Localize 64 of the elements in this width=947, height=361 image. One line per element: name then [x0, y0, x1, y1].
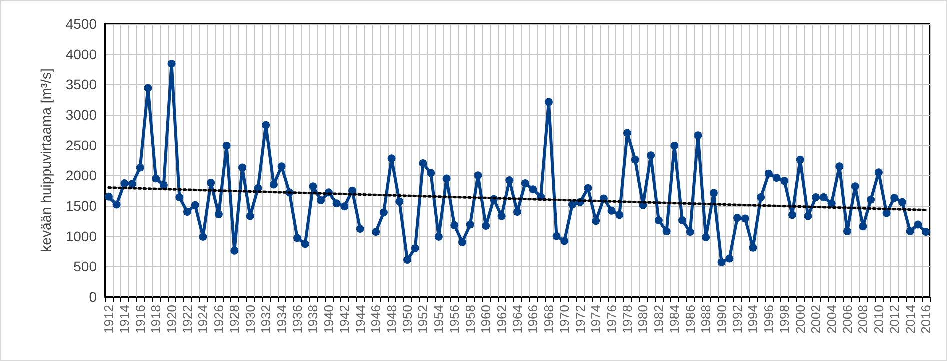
x-tick-label: 2000 — [792, 305, 808, 334]
x-tick-label: 1938 — [306, 305, 321, 334]
x-tick-label: 1972 — [572, 305, 588, 334]
x-tick-label: 1974 — [588, 305, 604, 334]
y-tick-label: 3500 — [66, 76, 98, 93]
x-tick-label: 1982 — [651, 305, 666, 334]
x-tick-label: 1958 — [462, 305, 478, 334]
x-tick-label: 1992 — [730, 305, 745, 334]
x-tick-label: 1946 — [368, 305, 384, 334]
x-tick-label: 1932 — [258, 305, 274, 334]
x-tick-label: 1960 — [478, 305, 494, 334]
x-tick-label: 1998 — [777, 305, 792, 334]
x-tick-label: 2014 — [902, 305, 918, 334]
x-tick-label: 2012 — [887, 305, 902, 334]
x-tick-label: 1976 — [604, 305, 620, 334]
x-tick-label: 1978 — [620, 305, 635, 334]
y-tick-label: 4000 — [66, 46, 98, 62]
x-tick-label: 1934 — [274, 305, 290, 334]
x-tick-label: 1914 — [117, 305, 132, 334]
x-tick-label: 1966 — [526, 305, 541, 334]
x-tick-label: 1936 — [290, 305, 305, 334]
x-tick-label: 1996 — [761, 305, 776, 334]
x-tick-label: 1980 — [636, 305, 651, 334]
x-tick-label: 1962 — [494, 305, 510, 334]
x-tick-label: 1970 — [557, 305, 572, 334]
x-tick-label: 1944 — [352, 305, 368, 334]
x-tick-label: 1988 — [698, 305, 714, 334]
x-tick-label: 1930 — [242, 305, 258, 334]
x-tick-label: 1912 — [101, 305, 116, 334]
y-tick-label: 4500 — [66, 16, 98, 32]
x-tick-label: 1968 — [541, 305, 556, 334]
x-tick-label: 1928 — [227, 305, 242, 334]
x-tick-label: 1922 — [180, 305, 195, 334]
y-tick-label: 3000 — [66, 107, 98, 123]
x-tick-label: 1964 — [510, 305, 525, 334]
x-tick-label: 1926 — [211, 305, 226, 334]
y-tick-label: 2000 — [66, 168, 98, 184]
x-tick-label: 2002 — [808, 305, 824, 334]
x-tick-label: 2016 — [918, 305, 934, 334]
x-tick-label: 1952 — [416, 305, 431, 334]
x-tick-label: 1918 — [148, 305, 164, 334]
y-tick-label: 2500 — [66, 137, 98, 154]
x-tick-label: 2004 — [824, 305, 840, 334]
x-tick-label: 1986 — [682, 305, 698, 334]
x-tick-label: 1920 — [164, 305, 180, 334]
x-tick-label: 1924 — [196, 305, 211, 334]
x-tick-label: 1984 — [667, 305, 682, 334]
x-tick-label: 1994 — [746, 305, 761, 334]
x-tick-label: 2006 — [840, 305, 855, 334]
y-tick-label: 500 — [74, 258, 98, 275]
x-tick-label: 1916 — [132, 305, 148, 334]
x-tick-label: 1954 — [431, 305, 446, 334]
y-tick-label: 0 — [89, 289, 98, 305]
x-tick-label: 1950 — [400, 305, 415, 334]
x-tick-label: 1990 — [714, 305, 730, 334]
x-tick-label: 1948 — [384, 305, 400, 334]
y-tick-label: 1500 — [66, 198, 98, 214]
x-tick-label: 1940 — [321, 305, 336, 334]
y-axis-title: kevään huippuvirtaama [m³/s] — [38, 68, 54, 252]
x-tick-label: 1942 — [337, 305, 352, 334]
y-tick-label: 1000 — [66, 228, 98, 244]
x-tick-label: 2010 — [871, 305, 886, 334]
x-tick-label: 1956 — [447, 305, 462, 334]
x-tick-label: 2008 — [856, 305, 871, 334]
